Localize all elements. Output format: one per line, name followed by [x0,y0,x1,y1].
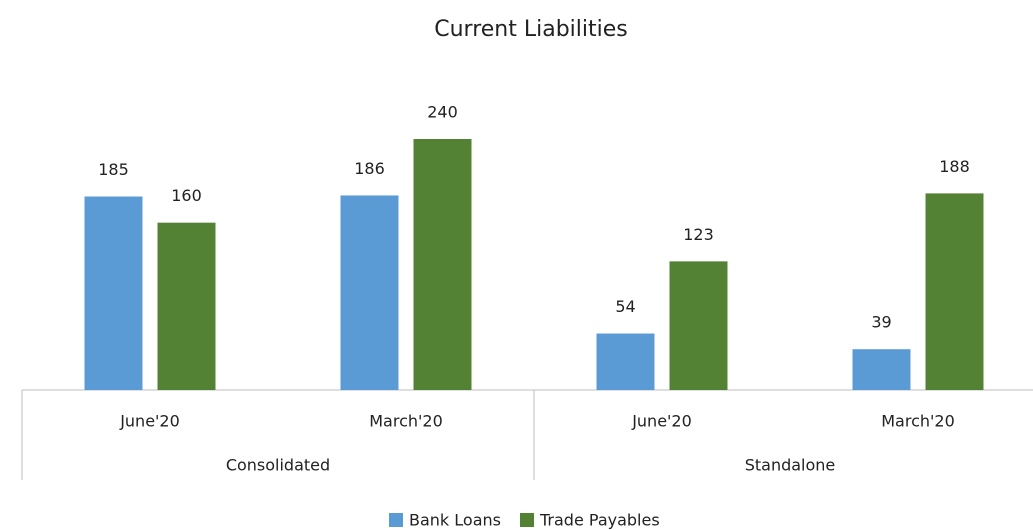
data-label: 160 [171,186,202,205]
bar [84,196,143,390]
x-tick-label: March'20 [369,412,443,431]
data-label: 39 [871,313,891,332]
x-tick-label: June'20 [631,412,692,431]
legend-label: Trade Payables [539,511,660,530]
x-tick-label: June'20 [119,412,180,431]
data-label: 240 [427,103,458,122]
bar [852,349,911,390]
data-label: 186 [354,159,385,178]
chart-title: Current Liabilities [434,17,628,42]
legend-swatch [389,513,403,527]
legend-swatch [520,513,534,527]
group-label: Consolidated [226,456,330,475]
data-label: 123 [683,225,714,244]
bar [925,193,984,390]
x-tick-label: March'20 [881,412,955,431]
data-label: 188 [939,157,970,176]
data-label: 185 [98,160,129,179]
bar [413,139,472,390]
bar [596,333,655,390]
group-label: Standalone [745,456,836,475]
data-label: 54 [615,297,635,316]
bar [669,261,728,390]
bar [157,222,216,390]
legend-label: Bank Loans [409,511,501,530]
bar [340,195,399,390]
